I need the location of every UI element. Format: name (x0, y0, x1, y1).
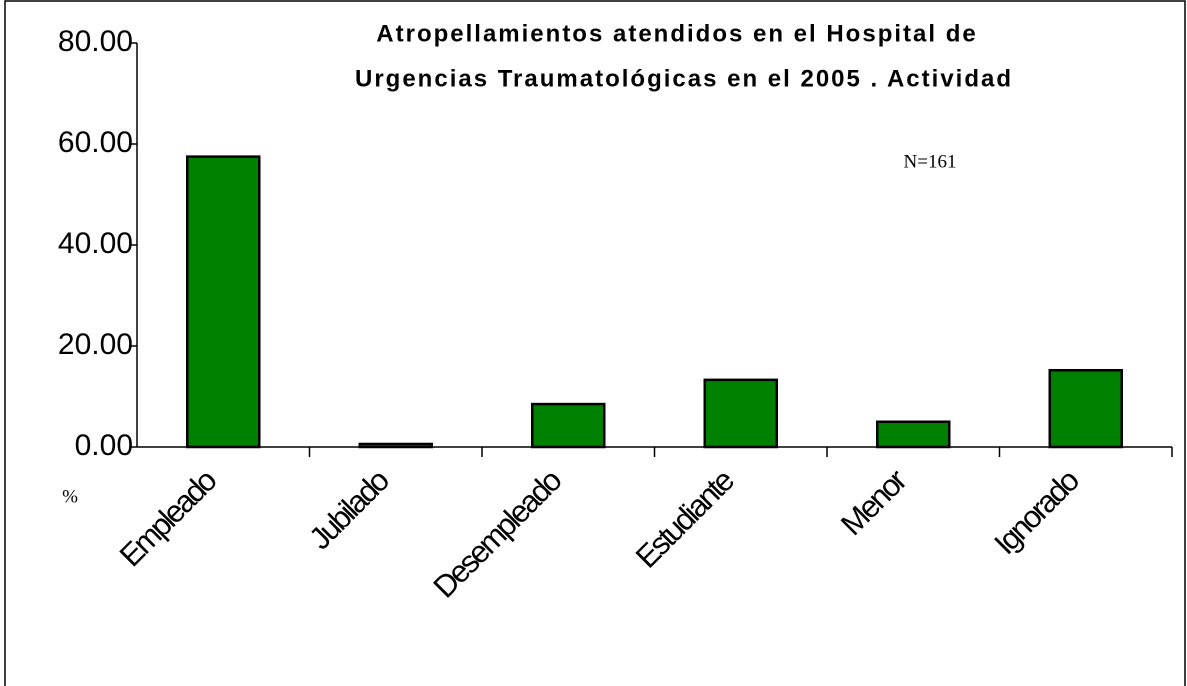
annotation: N=161 (904, 151, 957, 172)
x-tick-label: Menor (834, 462, 914, 542)
x-tick-label: Desempleado (426, 463, 567, 604)
x-tick-label: Ignorado (987, 463, 1085, 561)
bar (186, 155, 261, 449)
bar (703, 378, 778, 449)
chart-title: Urgencias Traumatológicas en el 2005 . A… (355, 65, 1013, 92)
y-tick-label: 20.00 (58, 328, 133, 361)
y-tick-label: 60.00 (58, 126, 133, 159)
bar (1048, 368, 1123, 449)
x-tick-label: Jubilado (302, 463, 395, 556)
chart-title: Atropellamientos atendidos en el Hospita… (376, 20, 977, 47)
y-tick-label: 80.00 (58, 25, 133, 58)
x-tick-label: Estudiante (629, 463, 741, 575)
bar (531, 402, 606, 449)
y-tick-label: 40.00 (58, 227, 133, 260)
y-axis-label: % (62, 486, 78, 507)
chart-border (4, 0, 1186, 686)
y-tick-label: 0.00 (75, 429, 133, 462)
bar (876, 420, 951, 449)
x-tick-label: Empleado (113, 463, 223, 573)
